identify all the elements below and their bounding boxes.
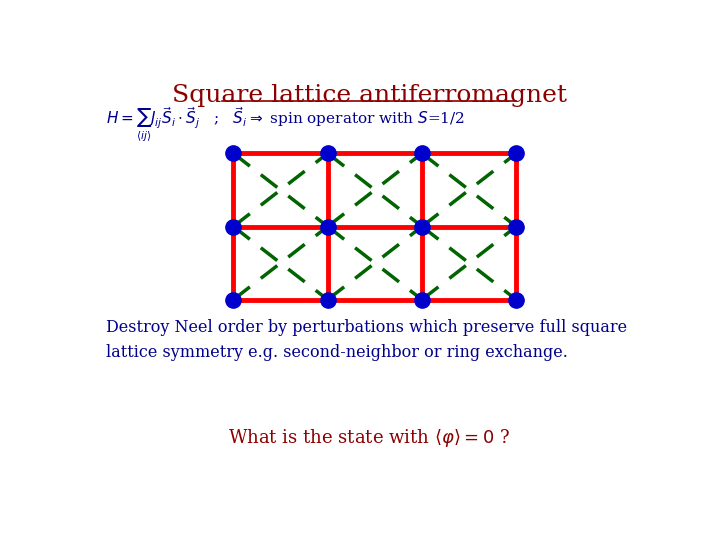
Text: What is the state with $\langle\varphi\rangle = 0$ ?: What is the state with $\langle\varphi\r… (228, 427, 510, 449)
Text: Destroy Neel order by perturbations which preserve full square
lattice symmetry : Destroy Neel order by perturbations whic… (106, 319, 626, 361)
Text: Square lattice antiferromagnet: Square lattice antiferromagnet (171, 84, 567, 107)
Text: $H = \sum_{\langle ij \rangle} J_{ij} \vec{S}_i \cdot \vec{S}_j$   ;   $\vec{S}_: $H = \sum_{\langle ij \rangle} J_{ij} \v… (106, 106, 464, 144)
